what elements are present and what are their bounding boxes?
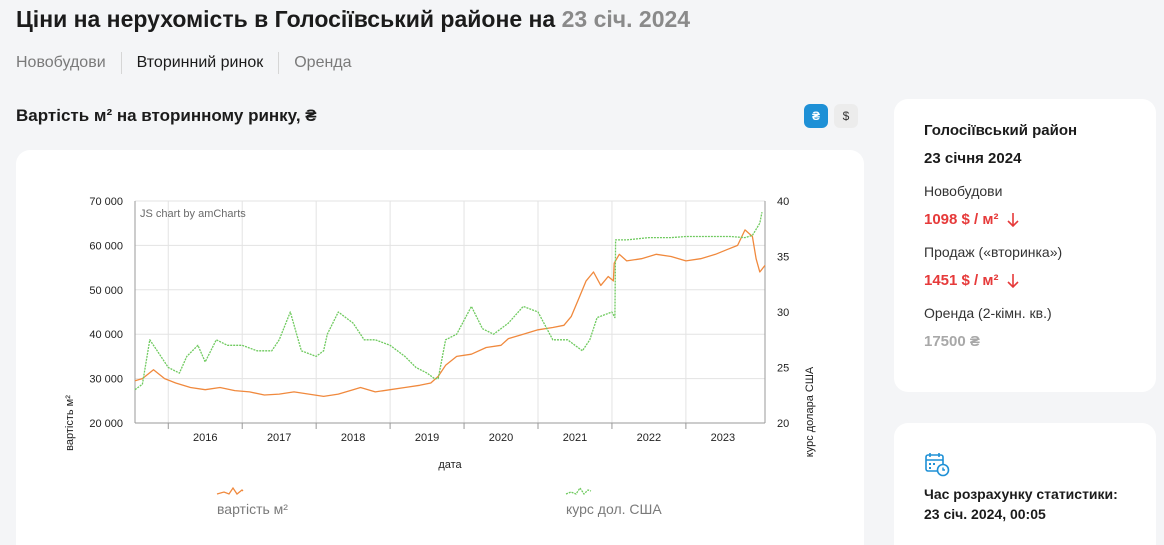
price-chart: 20 000 30 000 40 000 50 000 60 000 70 000 20 25… xyxy=(64,196,816,517)
y-axis-right-label: курс долара США xyxy=(804,366,816,457)
stats-date: 23 січня 2024 xyxy=(924,150,1022,167)
calendar-clock-icon xyxy=(925,453,950,477)
new-buildings-value: 1098 $ / м² xyxy=(924,210,1156,230)
y-right-tick-label: 40 xyxy=(777,196,789,208)
x-tick-label: 2017 xyxy=(267,432,291,444)
legend-label-price: вартість м² xyxy=(217,501,288,517)
calc-time-label: Час розрахунку статистики: xyxy=(924,486,1118,502)
y-left-tick-label: 70 000 xyxy=(89,196,123,208)
district-name: Голосіївський район xyxy=(924,122,1078,139)
series-line-price[interactable] xyxy=(134,229,766,398)
arrow-down-icon xyxy=(1007,274,1020,289)
x-tick-label: 2020 xyxy=(489,432,513,444)
y-right-tick-label: 30 xyxy=(777,307,789,319)
secondary-value: 1451 $ / м² xyxy=(924,271,1156,291)
currency-uah-button[interactable]: ₴ xyxy=(804,104,828,128)
legend-marker-price xyxy=(216,486,244,495)
x-tick-label: 2023 xyxy=(711,432,735,444)
y-left-tick-label: 30 000 xyxy=(89,374,123,386)
new-buildings-label: Новобудови xyxy=(924,183,1003,199)
legend-item-price[interactable]: вартість м² xyxy=(216,486,288,517)
legend-item-usd[interactable]: курс дол. США xyxy=(565,486,662,517)
series-line-usd[interactable] xyxy=(134,211,763,391)
chart-credit: JS chart by amCharts xyxy=(140,208,246,220)
secondary-price: 1451 $ / м² xyxy=(924,272,999,289)
x-tick-label: 2022 xyxy=(637,432,661,444)
calc-time-value: 23 січ. 2024, 00:05 xyxy=(924,506,1046,522)
legend-marker-usd xyxy=(565,486,592,496)
tab-secondary-market[interactable]: Вторинний ринок xyxy=(120,52,279,74)
y-left-tick-label: 40 000 xyxy=(89,329,123,341)
tab-new-buildings[interactable]: Новобудови xyxy=(16,54,106,71)
page-title-date: 23 січ. 2024 xyxy=(561,6,691,32)
market-tabs: Новобудови Вторинний ринок Оренда xyxy=(16,52,367,74)
new-buildings-price: 1098 $ / м² xyxy=(924,211,999,228)
chart-axes: 20 000 30 000 40 000 50 000 60 000 70 000 20 25… xyxy=(89,196,789,444)
x-tick-label: 2021 xyxy=(563,432,587,444)
rent-value: 17500 ₴ xyxy=(924,333,980,350)
legend-label-usd: курс дол. США xyxy=(566,501,662,517)
y-right-tick-label: 20 xyxy=(777,418,789,430)
y-left-tick-label: 20 000 xyxy=(89,418,123,430)
tab-rent[interactable]: Оренда xyxy=(278,52,366,74)
currency-usd-button[interactable]: $ xyxy=(834,104,858,128)
chart-card: 20 000 30 000 40 000 50 000 60 000 70 000 20 25… xyxy=(16,150,864,545)
x-tick-label: 2016 xyxy=(193,432,217,444)
section-title: Вартість м² на вторинному ринку, ₴ xyxy=(16,106,317,125)
x-axis-label: дата xyxy=(438,459,462,471)
x-tick-label: 2018 xyxy=(341,432,365,444)
stats-card: Голосіївський район 23 січня 2024 Новобу… xyxy=(894,99,1156,392)
x-tick-label: 2019 xyxy=(415,432,439,444)
page-title-text: Ціни на нерухомість в Голосіївський райо… xyxy=(16,6,556,32)
calc-time-card: Час розрахунку статистики: 23 січ. 2024,… xyxy=(894,423,1156,545)
y-right-tick-label: 25 xyxy=(777,363,789,375)
rent-label: Оренда (2-кімн. кв.) xyxy=(924,305,1052,321)
page-title: Ціни на нерухомість в Голосіївський райо… xyxy=(16,6,690,33)
y-left-tick-label: 60 000 xyxy=(89,240,123,252)
chart-series xyxy=(134,211,766,398)
arrow-down-icon xyxy=(1007,213,1020,228)
y-left-tick-label: 50 000 xyxy=(89,285,123,297)
secondary-label: Продаж («вторинка») xyxy=(924,244,1063,260)
y-axis-left-label: вартість м² xyxy=(64,395,76,451)
y-right-tick-label: 35 xyxy=(777,252,789,264)
